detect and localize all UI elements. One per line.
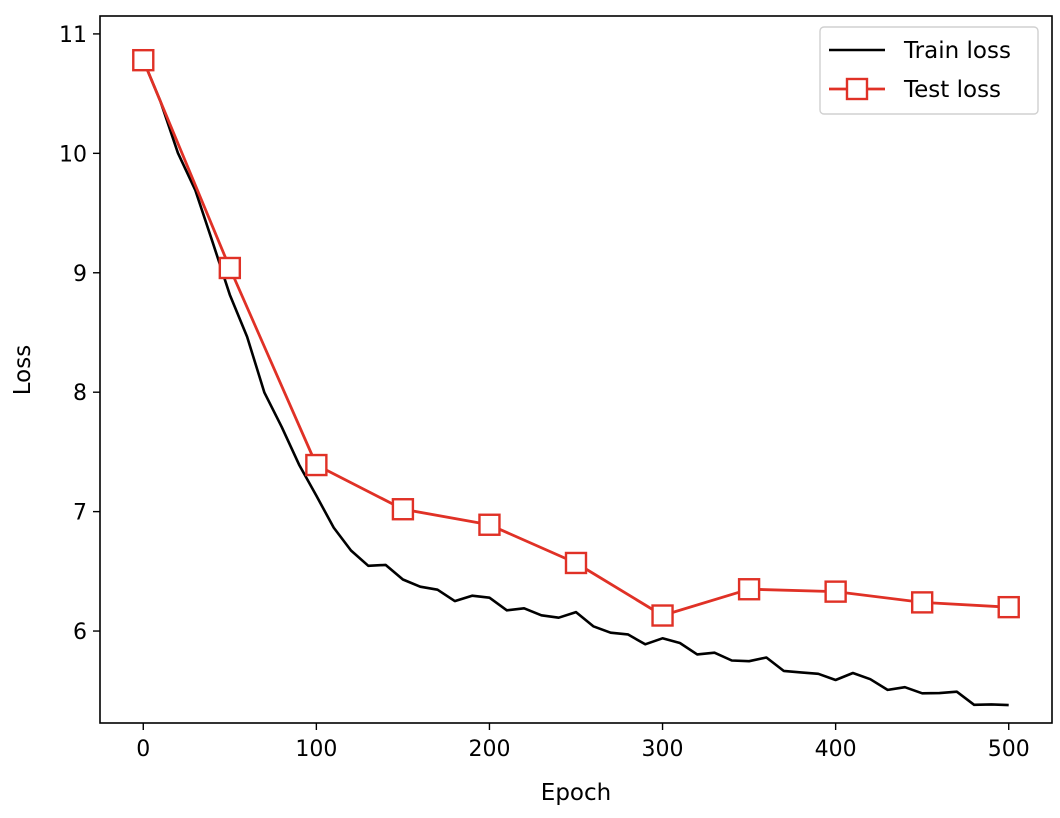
y-tick-label: 7: [73, 501, 87, 526]
test-loss-point: [305, 453, 328, 477]
test-loss-point: [824, 580, 847, 603]
test-loss-point: [910, 591, 934, 614]
y-tick-label: 8: [73, 381, 87, 406]
plot-series: [132, 48, 1020, 707]
y-tick-label: 6: [73, 620, 87, 645]
x-tick-label: 300: [642, 737, 684, 762]
x-axis-title: Epoch: [541, 780, 611, 806]
test-loss-point: [478, 513, 501, 536]
test-loss-point: [218, 256, 242, 280]
legend-label-1: Test loss: [903, 77, 1001, 103]
legend-swatch-marker: [845, 77, 869, 101]
x-tick-label: 100: [295, 737, 337, 762]
y-tick-label: 10: [59, 142, 87, 167]
test-loss-point: [564, 551, 588, 575]
test-loss-point: [737, 578, 761, 601]
legend: Train loss Test loss: [819, 26, 1039, 115]
y-tick-label: 9: [73, 262, 87, 287]
x-tick-label: 0: [136, 737, 150, 762]
x-tick-label: 200: [468, 737, 510, 762]
x-tick-label: 500: [988, 737, 1030, 762]
test-loss-point: [997, 595, 1020, 619]
y-axis-title: Loss: [10, 345, 36, 395]
test-loss-point: [132, 48, 155, 72]
test-loss-point: [651, 604, 674, 627]
test-loss-point: [391, 498, 415, 521]
x-tick-label: 400: [815, 737, 857, 762]
axis-ticks: 0 100 200 300 400 500 6 7 8 9 10 11: [59, 23, 1030, 762]
plot-frame: [99, 15, 1053, 724]
series-line-0: [142, 59, 1009, 707]
legend-label-0: Train loss: [903, 38, 1011, 64]
y-tick-label: 11: [59, 23, 87, 48]
